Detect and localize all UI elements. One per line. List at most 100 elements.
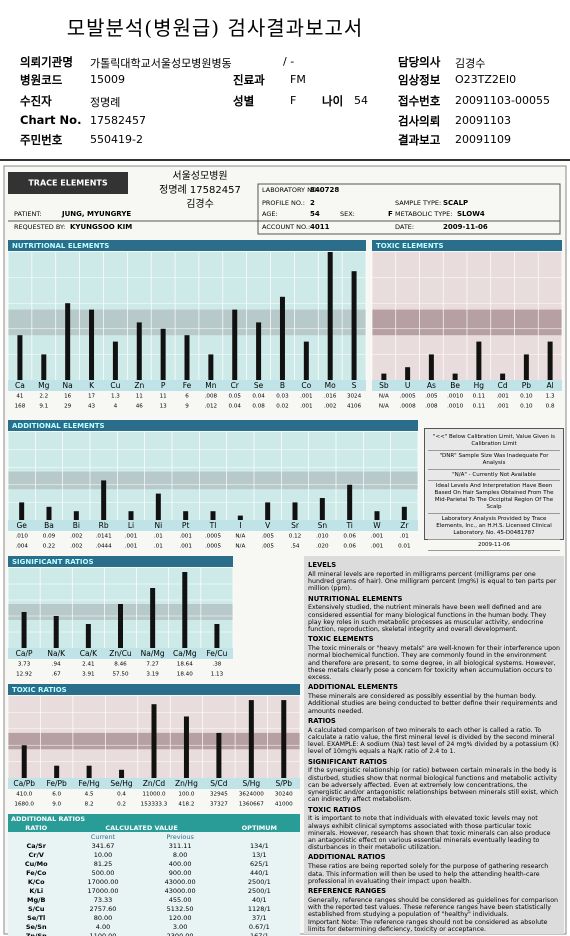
element-label: Ge: [16, 521, 27, 530]
element-label: Mg: [38, 381, 49, 390]
field-value: 17582457: [90, 114, 146, 127]
bar: [54, 765, 60, 778]
report-field-label: METABOLIC TYPE:: [395, 210, 452, 218]
table-cell: 8.00: [172, 850, 188, 859]
element-label: Bi: [73, 521, 80, 530]
element-label: Pt: [182, 521, 190, 530]
panel-title: ADDITIONAL ELEMENTS: [12, 422, 105, 430]
table-row: Zn/Sn 1100.00 2300.00 167/1: [8, 931, 300, 936]
table-cell: 0.67/1: [248, 922, 270, 931]
table-cell: 73.33: [93, 895, 113, 904]
current-value: .005: [425, 394, 438, 400]
previous-value: 418.2: [178, 802, 194, 808]
current-value: N/A: [379, 394, 389, 400]
bar: [150, 588, 156, 648]
element-label: Se: [254, 381, 264, 390]
table-cell: 311.11: [168, 841, 192, 850]
current-value: 11: [160, 394, 168, 400]
field-value: FM: [290, 73, 306, 86]
table-cell: Cr/V: [28, 850, 44, 859]
table-cell: Se/Sn: [25, 922, 47, 931]
note-body: The toxic minerals or "heavy metals" are…: [308, 645, 560, 682]
previous-value: .0005: [205, 544, 221, 550]
current-value: .010: [316, 534, 329, 540]
previous-value: 0.06: [343, 544, 356, 550]
element-label: Ca/Mg: [173, 649, 197, 658]
element-label: Zr: [400, 521, 409, 530]
patient-note: 정명례 17582457: [159, 184, 241, 196]
previous-value: 18.40: [177, 672, 193, 678]
bar: [281, 700, 287, 778]
legend-text: "DNR" Sample Size Was Inadequate For Ana…: [428, 451, 560, 470]
current-value: .0010: [447, 394, 463, 400]
element-label: Ba: [44, 521, 54, 530]
bar: [65, 303, 71, 380]
previous-value: .002: [324, 404, 336, 410]
element-label: Zn/Cd: [143, 779, 166, 788]
note-body: These ratios are being reported solely f…: [308, 863, 549, 885]
previous-value: .005: [261, 544, 274, 550]
previous-value: .001: [179, 544, 192, 550]
legend-text: Laboratory Analysis Provided by Trace El…: [428, 514, 560, 540]
previous-value: 0.11: [473, 404, 486, 410]
table-cell: 13/1: [252, 850, 267, 859]
bar: [53, 616, 59, 648]
panel-title: NUTRITIONAL ELEMENTS: [12, 242, 109, 250]
field-value: F: [290, 94, 297, 107]
table-cell: K/Li: [29, 886, 44, 895]
bar: [351, 271, 357, 380]
table-cell: 17000.00: [87, 877, 119, 886]
field-label: 검사의뢰: [398, 114, 441, 128]
report-field-value: JUNG, MYUNGRYE: [61, 210, 131, 218]
table-cell: 17000.00: [87, 886, 119, 895]
label-strip: [372, 380, 562, 391]
element-label: Ca/K: [80, 649, 98, 658]
note-heading: RATIOS: [308, 716, 336, 725]
element-label: Ca/P: [16, 649, 33, 658]
field-label: Chart No.: [20, 113, 82, 127]
table-header: CALCULATED VALUE: [64, 823, 219, 832]
table-cell: 625/1: [249, 859, 269, 868]
current-value: 4.5: [85, 792, 94, 798]
current-value: 1.3: [111, 394, 120, 400]
table-cell: 4.00: [95, 922, 111, 931]
panel-title-bar: [372, 240, 562, 251]
report-field-label: PROFILE NO.:: [262, 199, 305, 207]
previous-value: 4106: [347, 404, 362, 410]
bar: [523, 354, 529, 380]
bar: [374, 511, 380, 520]
element-label: S/Pb: [275, 779, 292, 788]
previous-value: 153333.3: [141, 802, 168, 808]
bar: [21, 612, 27, 648]
table-cell: 40/1: [252, 895, 267, 904]
label-strip: [8, 648, 233, 659]
current-value: 6.0: [52, 792, 61, 798]
element-label: Zn/Cu: [109, 649, 132, 658]
current-value: 1.3: [546, 394, 555, 400]
previous-value: 168: [15, 404, 26, 410]
field-label: 의뢰기관명: [20, 55, 73, 69]
current-value: 41: [16, 394, 24, 400]
table-header: RATIO: [8, 823, 65, 832]
report-field-value: 54: [310, 210, 320, 218]
current-value: 0.04: [252, 394, 265, 400]
current-value: 2.2: [39, 394, 48, 400]
previous-value: .67: [52, 672, 61, 678]
bar: [303, 341, 309, 380]
field-value: 20091109: [455, 133, 511, 146]
current-value: 3024: [347, 394, 362, 400]
report-field-label: LABORATORY NO.:: [262, 186, 321, 194]
element-label: Cu: [110, 381, 120, 390]
field-value: 정명례: [90, 96, 121, 109]
field-label: 병원코드: [20, 73, 63, 87]
field-value: 가톨릭대학교서울성모병원병동: [90, 57, 232, 70]
table-cell: 134/1: [249, 841, 269, 850]
table-cell: 440/1: [249, 868, 269, 877]
current-value: 0.06: [343, 534, 356, 540]
table-row: Fe/Co 500.00 900.00 440/1: [8, 868, 300, 877]
current-value: .002: [70, 534, 82, 540]
bar: [401, 506, 407, 520]
bar: [128, 511, 134, 520]
table-cell: 1128/1: [247, 904, 271, 913]
field-value: 550419-2: [90, 133, 143, 146]
